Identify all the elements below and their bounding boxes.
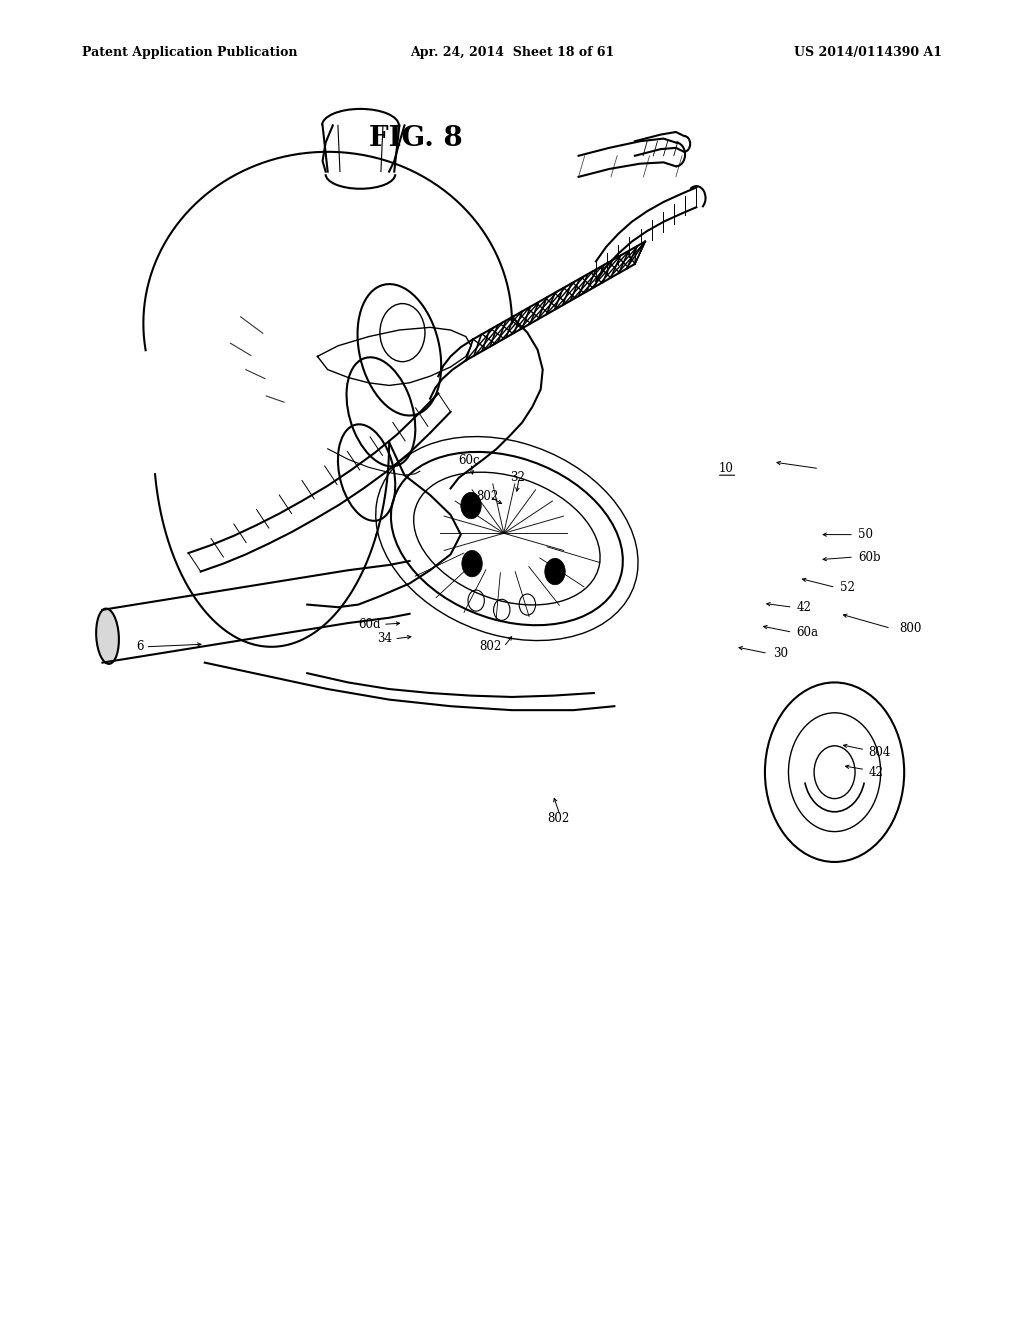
Text: 10: 10	[719, 462, 734, 475]
Text: 804: 804	[868, 746, 891, 759]
Text: 42: 42	[868, 766, 884, 779]
Text: 60d: 60d	[358, 618, 381, 631]
Text: 50: 50	[858, 528, 873, 541]
Text: Patent Application Publication: Patent Application Publication	[82, 46, 297, 59]
Text: 60b: 60b	[858, 550, 881, 564]
Text: 802: 802	[476, 490, 499, 503]
Text: 32: 32	[510, 471, 524, 484]
Text: 6: 6	[136, 640, 143, 653]
Text: 60a: 60a	[797, 626, 818, 639]
Circle shape	[545, 558, 565, 585]
Text: 42: 42	[797, 601, 812, 614]
Text: 802: 802	[547, 812, 569, 825]
Text: Apr. 24, 2014  Sheet 18 of 61: Apr. 24, 2014 Sheet 18 of 61	[410, 46, 614, 59]
Text: 30: 30	[773, 647, 788, 660]
Text: 802: 802	[479, 640, 502, 653]
Text: 800: 800	[899, 622, 922, 635]
Circle shape	[462, 550, 482, 577]
Text: 52: 52	[840, 581, 855, 594]
Text: FIG. 8: FIG. 8	[369, 125, 463, 152]
Text: 60c: 60c	[458, 454, 480, 467]
Circle shape	[461, 492, 481, 519]
Text: US 2014/0114390 A1: US 2014/0114390 A1	[794, 46, 942, 59]
Ellipse shape	[96, 609, 119, 664]
Text: 34: 34	[377, 632, 392, 645]
